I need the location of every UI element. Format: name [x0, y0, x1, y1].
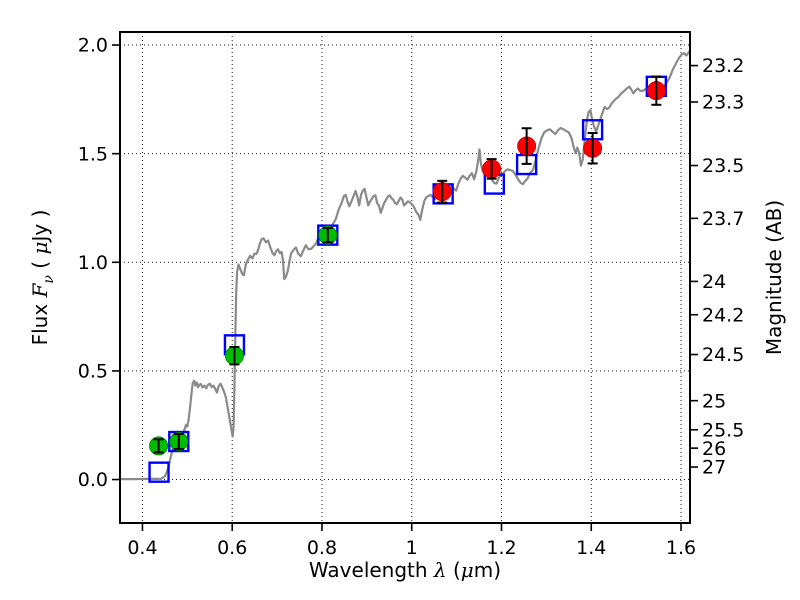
axes-frame	[119, 31, 691, 524]
magnitude-tick-label: 23.2	[702, 55, 744, 77]
axis-label-part: μ	[28, 242, 52, 255]
axis-label-part: λ	[433, 558, 447, 582]
magnitude-tick-label: 23.5	[702, 155, 744, 177]
x-tick-label: 1.4	[576, 537, 606, 559]
x-tick-label: 1	[406, 537, 418, 559]
magnitude-tick-label: 25	[702, 390, 726, 412]
magnitude-tick-label: 24.2	[702, 304, 744, 326]
observed-optical-green-errorbars	[153, 226, 333, 454]
axis-label-part: ν	[41, 275, 57, 284]
axis-label-part: F	[28, 282, 52, 298]
magnitude-tick-label: 26	[702, 438, 726, 460]
right-axis-label: Magnitude (AB)	[762, 200, 786, 355]
y-tick-label: 0.0	[78, 469, 108, 491]
axis-label-part: Jy )	[28, 210, 52, 244]
magnitude-tick-label: 23.7	[702, 208, 744, 230]
y-axis-label: Flux Fν ( μJy )	[28, 210, 57, 346]
axis-label-part: (	[28, 255, 52, 276]
grid	[120, 32, 690, 523]
x-tick-label: 0.4	[127, 537, 157, 559]
ticks	[112, 44, 698, 531]
magnitude-tick-label: 24.5	[702, 344, 744, 366]
x-tick-label: 1.2	[486, 537, 516, 559]
magnitude-tick-label: 27	[702, 457, 726, 479]
axis-label-part: Flux	[28, 297, 52, 345]
magnitude-tick-label: 24	[702, 271, 726, 293]
magnitude-tick-label: 25.5	[702, 419, 744, 441]
x-axis-label: Wavelength λ (μm)	[309, 558, 501, 582]
axis-label-part: (	[447, 558, 461, 582]
y-tick-label: 0.5	[78, 361, 108, 383]
observed-infrared-red-errorbars	[437, 75, 662, 204]
model-photometry-square	[148, 461, 170, 483]
axis-label-part: Wavelength	[309, 558, 434, 582]
x-tick-label: 0.8	[307, 537, 337, 559]
x-tick-label: 1.6	[666, 537, 696, 559]
y-tick-label: 1.0	[78, 252, 108, 274]
axis-label-part: Magnitude (AB)	[762, 200, 786, 355]
axis-label-part: m)	[474, 558, 501, 582]
magnitude-tick-label: 23.3	[702, 92, 744, 114]
x-tick-label: 0.6	[217, 537, 247, 559]
axis-label-part: μ	[461, 558, 474, 582]
y-tick-label: 1.5	[78, 143, 108, 165]
y-tick-label: 2.0	[78, 35, 108, 57]
